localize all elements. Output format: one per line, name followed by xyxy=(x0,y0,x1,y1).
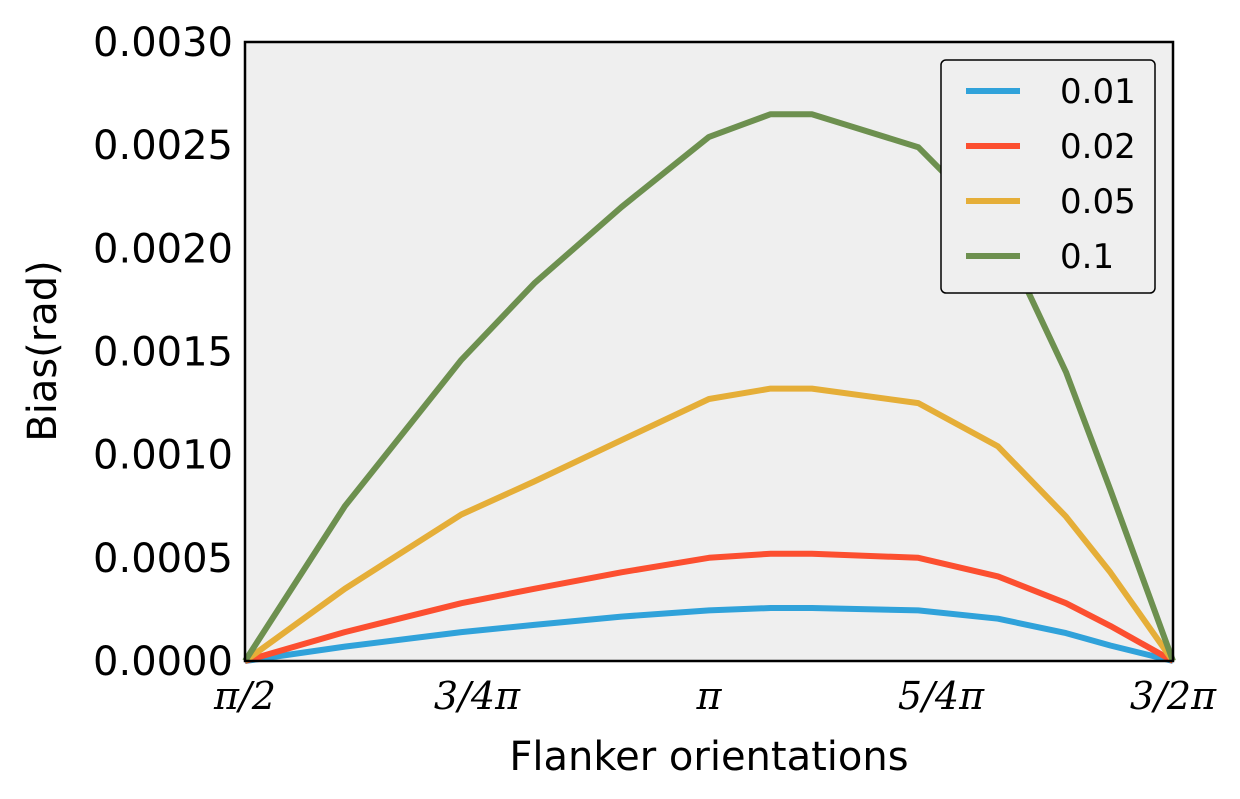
legend: 0.01 0.02 0.05 0.1 xyxy=(940,59,1156,294)
y-tick-label: 0.0010 xyxy=(93,433,233,479)
x-tick-label: π/2 xyxy=(213,674,276,718)
legend-items: 0.01 0.02 0.05 0.1 xyxy=(966,72,1136,277)
y-axis-label: Bias(rad) xyxy=(20,260,66,441)
y-tick-label: 0.0030 xyxy=(93,20,233,66)
series-line-3 xyxy=(242,111,1176,663)
x-ticks: π/2 3/4π π 5/4π 3/2π xyxy=(213,674,1217,718)
y-tick-label: 0.0025 xyxy=(93,123,233,169)
plot-frame xyxy=(243,40,1175,663)
y-tick-label: 0.0000 xyxy=(93,639,233,685)
legend-label-1: 0.02 xyxy=(1060,127,1136,167)
y-tick-label: 0.0005 xyxy=(93,536,233,582)
x-tick-label: π xyxy=(696,674,723,718)
y-tick-label: 0.0015 xyxy=(93,330,233,376)
x-tick-label: 3/2π xyxy=(1130,674,1217,718)
y-ticks: 0.0000 0.0005 0.0010 0.0015 0.0020 0.0025 0.00… xyxy=(93,20,233,685)
series-layer xyxy=(242,111,1176,664)
x-tick-label: 3/4π xyxy=(434,674,521,718)
series-line-0 xyxy=(244,605,1174,664)
legend-box xyxy=(940,59,1156,294)
x-tick-label: 5/4π xyxy=(898,674,985,718)
legend-label-3: 0.1 xyxy=(1060,237,1114,277)
x-axis-label: Flanker orientations xyxy=(509,734,908,780)
legend-label-2: 0.05 xyxy=(1060,182,1136,222)
legend-label-0: 0.01 xyxy=(1060,72,1136,112)
y-tick-label: 0.0020 xyxy=(93,226,233,272)
series-line-1 xyxy=(244,550,1175,664)
series-line-2 xyxy=(243,385,1176,664)
